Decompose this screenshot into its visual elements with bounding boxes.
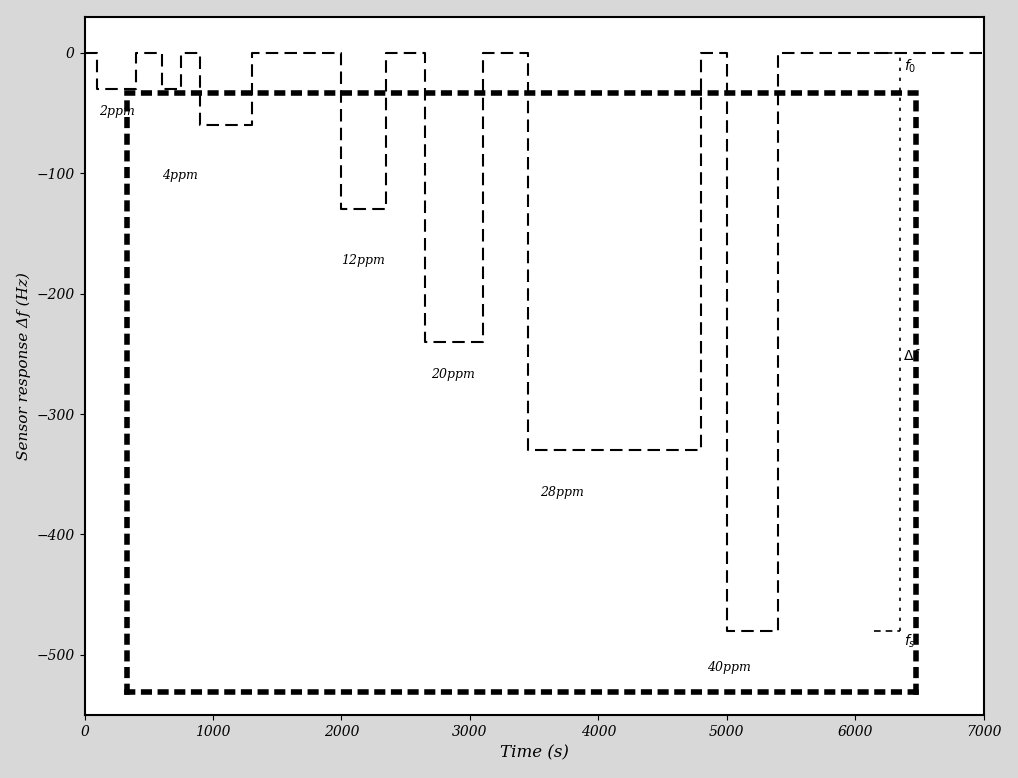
Y-axis label: Sensor response Δf (Hz): Sensor response Δf (Hz) (16, 272, 32, 460)
Text: 4ppm: 4ppm (162, 170, 197, 182)
Text: 12ppm: 12ppm (341, 254, 386, 267)
Text: 40ppm: 40ppm (708, 661, 751, 674)
Text: 28ppm: 28ppm (541, 486, 584, 499)
Text: 2ppm: 2ppm (99, 105, 134, 118)
Text: 20ppm: 20ppm (432, 368, 475, 381)
Text: $\Delta f$: $\Delta f$ (903, 348, 921, 363)
Text: $f_s$: $f_s$ (904, 633, 916, 650)
Text: $f_0$: $f_0$ (904, 58, 916, 75)
X-axis label: Time (s): Time (s) (500, 745, 568, 762)
